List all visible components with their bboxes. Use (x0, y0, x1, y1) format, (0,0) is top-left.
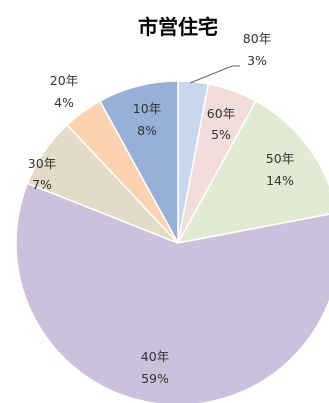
slices-layer (15, 80, 329, 403)
slice-category-label: 30年 (28, 156, 56, 171)
slice-category-label: 60年 (207, 106, 235, 121)
slice-percent-label: 3% (247, 53, 267, 68)
slice-percent-label: 8% (137, 123, 157, 138)
slice-percent-label: 4% (54, 95, 74, 110)
chart-title: 市営住宅 (138, 15, 218, 39)
slice-percent-label: 7% (32, 177, 52, 192)
pie-slice (176, 100, 329, 245)
slice-percent-label: 59% (141, 371, 169, 386)
leader-lines (189, 65, 240, 84)
slice-category-label: 10年 (133, 101, 161, 116)
labels-layer: 80年 3% 60年 5% 50年 14% 40年 59% 30年 7% 20年 4% 10年 8% (28, 31, 294, 386)
slice-category-label: 80年 (243, 31, 271, 46)
pie-slice (98, 80, 179, 244)
slice-percent-label: 5% (211, 127, 231, 142)
slice-category-label: 40年 (141, 349, 169, 364)
leader-line (189, 65, 240, 84)
slice-percent-label: 14% (266, 173, 294, 188)
pie-slice (15, 182, 329, 403)
slice-category-label: 20年 (50, 73, 78, 88)
slice-category-label: 50年 (266, 151, 294, 166)
